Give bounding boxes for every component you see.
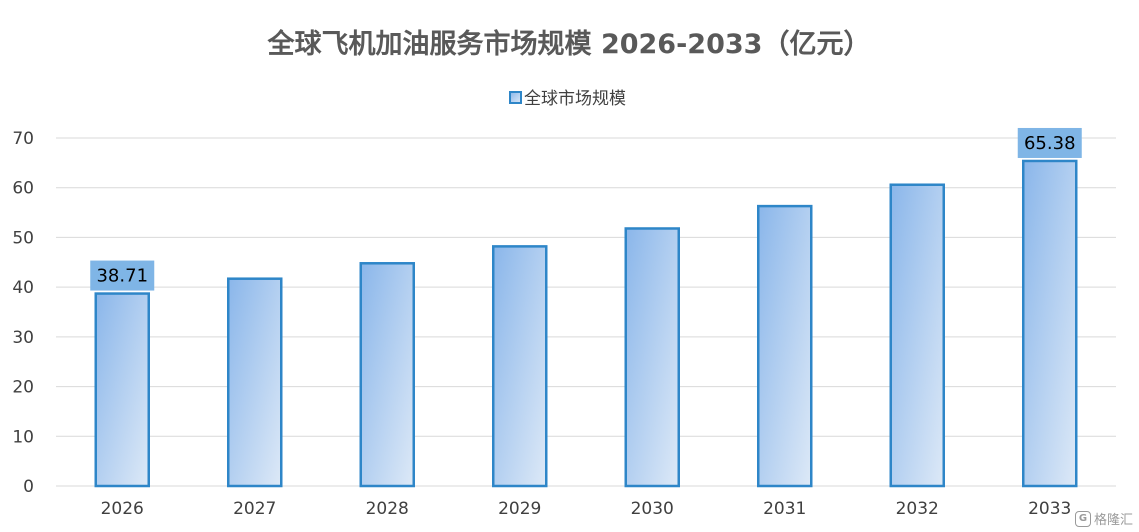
y-tick-label: 40 (12, 278, 34, 298)
y-tick-label: 60 (12, 179, 34, 199)
bar (94, 292, 150, 488)
y-tick-label: 50 (12, 228, 34, 248)
gridlines (56, 137, 1116, 487)
bar (624, 227, 680, 488)
y-tick-label: 0 (23, 477, 34, 497)
legend-label: 全球市场规模 (524, 89, 626, 109)
bar (227, 277, 283, 488)
bar (757, 204, 813, 488)
data-labels: 38.71 65.38 (90, 127, 1082, 291)
legend: 全球市场规模 (509, 89, 626, 109)
x-tick-label: 2030 (631, 499, 674, 519)
data-label-box (90, 260, 155, 291)
data-label-text: 38.71 (96, 266, 148, 287)
bar (889, 183, 945, 488)
x-tick-label: 2026 (101, 499, 144, 519)
x-tick-label: 2032 (896, 499, 939, 519)
watermark: G 格隆汇 (1074, 509, 1133, 528)
x-tick-label: 2033 (1028, 499, 1071, 519)
x-tick-label: 2027 (233, 499, 276, 519)
data-label: 38.71 (90, 260, 155, 291)
y-tick-label: 30 (12, 328, 34, 348)
x-tick-label: 2029 (498, 499, 541, 519)
bar (359, 262, 415, 488)
gelonghui-logo-icon: G (1074, 510, 1091, 527)
data-label-text: 65.38 (1024, 133, 1076, 154)
bar (1022, 159, 1078, 488)
bars (94, 159, 1078, 488)
x-tick-label: 2028 (366, 499, 409, 519)
y-axis: 0 10 20 30 40 50 60 70 (12, 129, 34, 497)
y-tick-label: 10 (12, 427, 34, 447)
bar (492, 245, 548, 488)
watermark-text: 格隆汇 (1093, 513, 1133, 528)
x-tick-label: 2031 (763, 499, 806, 519)
data-label: 65.38 (1017, 127, 1082, 158)
y-tick-label: 20 (12, 378, 34, 398)
data-label-box (1017, 127, 1082, 158)
y-tick-label: 70 (12, 129, 34, 149)
x-axis: 2026 2027 2028 2029 2030 2031 2032 2033 (101, 499, 1072, 519)
legend-swatch (509, 91, 522, 104)
chart-title: 全球飞机加油服务市场规模 2026-2033（亿元） (267, 28, 871, 60)
